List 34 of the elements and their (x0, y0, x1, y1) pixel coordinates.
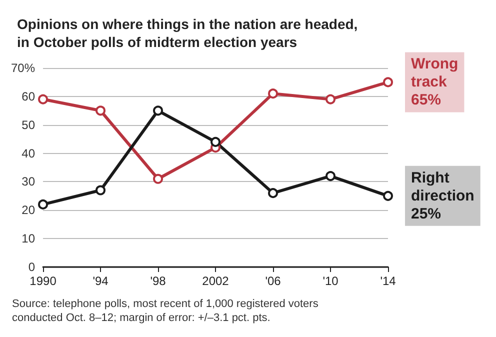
y-tick-label: 20 (22, 203, 36, 218)
y-tick-label: 50 (22, 118, 36, 132)
point (326, 94, 336, 104)
y-tick-label: 0 (28, 260, 36, 274)
point (38, 199, 48, 210)
x-tick-label: '06 (265, 274, 282, 288)
y-tick-label: 40 (22, 146, 36, 160)
x-tick-label: 2002 (202, 274, 230, 288)
point (326, 171, 336, 182)
y-tick-label: 30 (22, 174, 36, 189)
point (38, 94, 48, 104)
x-tick-label: '98 (150, 274, 166, 288)
x-tick-label: '14 (380, 274, 396, 288)
point (210, 136, 221, 147)
series-label: Right direction (411, 169, 474, 204)
y-tick-label: 60 (22, 89, 36, 104)
point (268, 88, 278, 99)
point (96, 106, 106, 116)
point (268, 188, 278, 198)
x-tick-label: '94 (92, 274, 109, 288)
point (383, 190, 393, 201)
y-tick-label: 70% (10, 61, 36, 75)
x-tick-label: 1990 (30, 274, 57, 288)
x-tick-label: '10 (322, 274, 339, 288)
point (153, 174, 164, 184)
point (96, 185, 106, 196)
data-label: 25% (411, 205, 442, 222)
series-label: Wrong track (411, 56, 458, 91)
point (383, 77, 393, 88)
source-note: Source: telephone polls, most recent of 1,000 registered voters conducted Oct. 8–12; margin of error: +/–3.1 pct. pts. (12, 298, 319, 324)
chart-title: Opinions on where things in the nation are headed, in October polls of midterm election years (17, 16, 358, 50)
data-label: 65% (411, 92, 442, 109)
point (153, 106, 164, 116)
y-tick-label: 10 (22, 232, 36, 246)
